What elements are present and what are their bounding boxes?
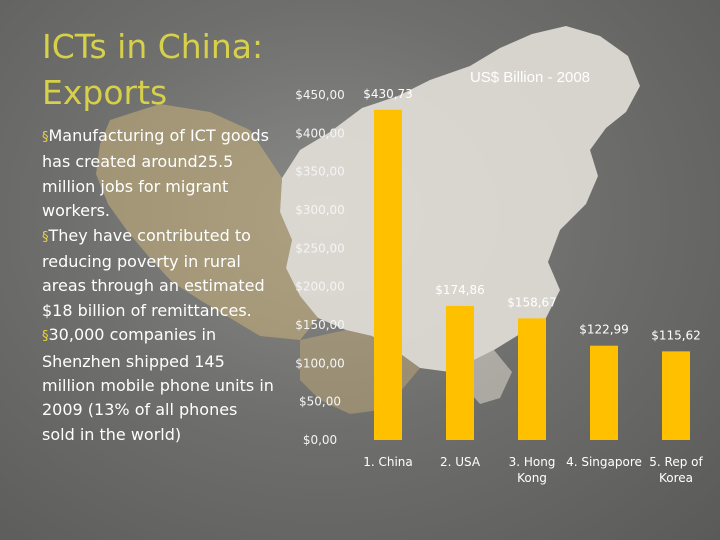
bullet-text: Manufacturing of ICT goods has created a…	[42, 126, 269, 221]
y-tick-label: $400,00	[295, 126, 345, 140]
bullet-list: §Manufacturing of ICT goods has created …	[42, 124, 274, 447]
bullet-marker-icon: §	[42, 130, 49, 145]
y-tick-label: $50,00	[299, 395, 341, 409]
x-tick-label: Korea	[659, 471, 693, 485]
bar	[374, 109, 402, 440]
bullet-item: §Manufacturing of ICT goods has created …	[42, 124, 274, 224]
chart-title: US$ Billion - 2008	[470, 69, 590, 86]
y-axis: $0,00 $50,00 $100,00 $150,00 $200,00 $250,00 $…	[295, 88, 345, 447]
y-tick-label: $200,00	[295, 280, 345, 294]
slide-title: ICTs in China: Exports	[42, 27, 264, 112]
bar	[446, 305, 474, 440]
bullet-text: They have contributed to reducing povert…	[42, 225, 265, 320]
bar	[590, 345, 618, 440]
data-labels: $430,73 $174,86 $158,67 $122,99 $115,62	[363, 87, 701, 343]
x-axis: 1. China 2. USA 3. Hong Kong 4. Singapore 5. …	[363, 455, 703, 485]
bar	[662, 351, 690, 440]
y-tick-label: $300,00	[295, 203, 345, 217]
x-tick-label: Kong	[517, 471, 547, 485]
bars	[374, 109, 690, 440]
bullet-marker-icon: §	[42, 229, 49, 245]
y-tick-label: $350,00	[295, 165, 345, 179]
data-label: $174,86	[435, 283, 485, 297]
bar	[518, 318, 546, 440]
y-tick-label: $150,00	[295, 318, 345, 332]
data-label: $430,73	[363, 87, 413, 101]
y-tick-label: $450,00	[295, 88, 345, 102]
x-tick-label: 3. Hong	[509, 455, 556, 469]
x-tick-label: 4. Singapore	[566, 455, 642, 469]
bullet-item: §They have contributed to reducing pover…	[42, 224, 274, 324]
x-tick-label: 5. Rep of	[649, 455, 703, 469]
bullet-item: §30,000 companies in Shenzhen shipped 14…	[42, 323, 274, 447]
bullet-marker-icon: §	[42, 329, 49, 345]
y-tick-label: $0,00	[303, 433, 337, 447]
bullet-text: 30,000 companies in Shenzhen shipped 145…	[42, 325, 274, 444]
y-tick-label: $100,00	[295, 356, 345, 370]
data-label: $115,62	[651, 328, 701, 342]
y-tick-label: $250,00	[295, 241, 345, 255]
data-label: $158,67	[507, 295, 557, 309]
x-tick-label: 2. USA	[440, 455, 481, 469]
x-tick-label: 1. China	[363, 455, 413, 469]
data-label: $122,99	[579, 323, 629, 337]
